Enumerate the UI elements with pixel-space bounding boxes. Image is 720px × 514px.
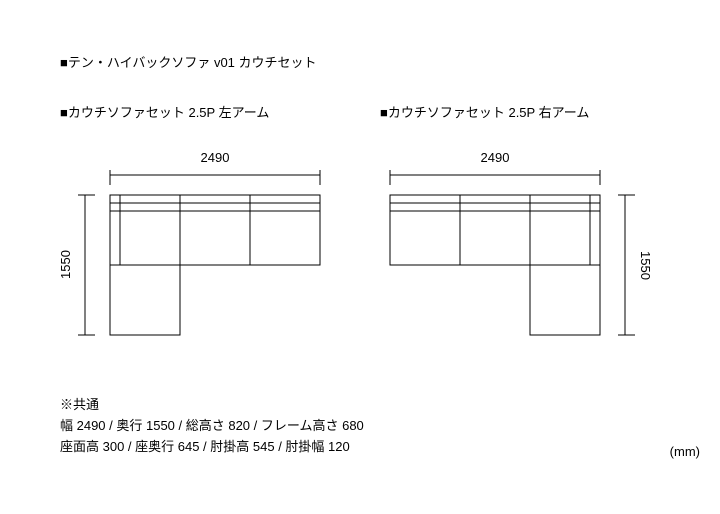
width-dim-label-right: 2490 — [390, 150, 600, 165]
subtitle-right-arm: ■カウチソファセット 2.5P 右アーム — [380, 102, 589, 121]
right-sofa-svg — [370, 155, 660, 355]
width-dim-label: 2490 — [110, 150, 320, 165]
right-sofa-diagram: 2490 1550 — [370, 155, 660, 358]
common-notes: ※共通 幅 2490 / 奥行 1550 / 総高さ 820 / フレーム高さ … — [60, 395, 364, 457]
subtitle-left-arm: ■カウチソファセット 2.5P 左アーム — [60, 102, 269, 121]
unit-label: (mm) — [670, 444, 700, 459]
left-sofa-diagram: 2490 1550 — [60, 155, 320, 358]
notes-line-2: 座面高 300 / 座奥行 645 / 肘掛高 545 / 肘掛幅 120 — [60, 437, 364, 458]
depth-dim-label: 1550 — [58, 225, 73, 305]
notes-header: ※共通 — [60, 395, 364, 416]
diagram-area: 2490 1550 2490 — [60, 155, 660, 355]
product-title: ■テン・ハイバックソファ v01 カウチセット — [60, 52, 317, 71]
left-sofa-svg — [60, 155, 320, 355]
notes-line-1: 幅 2490 / 奥行 1550 / 総高さ 820 / フレーム高さ 680 — [60, 416, 364, 437]
depth-dim-label-right: 1550 — [638, 225, 653, 305]
